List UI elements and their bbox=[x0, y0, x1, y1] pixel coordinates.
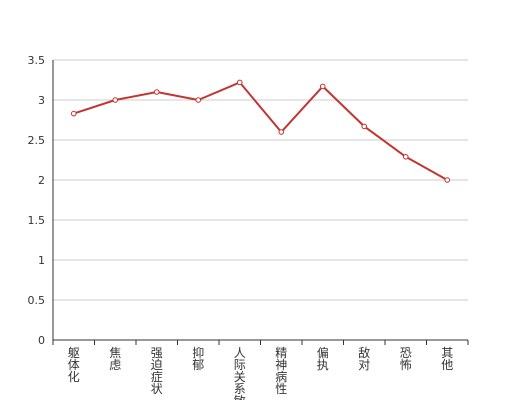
data-point bbox=[444, 177, 451, 183]
series-group bbox=[70, 79, 451, 183]
y-tick-label: 3 bbox=[38, 94, 45, 107]
x-tick-label: 人际关系敏感 bbox=[234, 346, 246, 400]
x-tick-label: 焦虑 bbox=[109, 346, 121, 372]
data-point bbox=[236, 79, 243, 86]
x-tick-label: 敌对 bbox=[358, 345, 370, 372]
data-point bbox=[70, 110, 77, 117]
data-point bbox=[402, 154, 409, 160]
data-point bbox=[195, 97, 202, 103]
x-tick-label: 恐怖 bbox=[400, 346, 412, 372]
x-tick-label: 躯体化 bbox=[68, 345, 80, 384]
data-point bbox=[361, 123, 368, 130]
grid-lines bbox=[53, 59, 468, 301]
x-tick-label: 其他 bbox=[441, 346, 453, 372]
data-point bbox=[278, 129, 285, 135]
data-point bbox=[112, 97, 119, 103]
x-tick-label: 精神病性 bbox=[275, 346, 287, 396]
y-tick-label: 0 bbox=[38, 334, 45, 347]
x-tick-label: 抑郁 bbox=[192, 345, 204, 372]
y-tick-label: 2.5 bbox=[28, 134, 46, 147]
x-tick-label: 偏执 bbox=[317, 345, 329, 372]
y-tick-label: 2 bbox=[38, 174, 45, 187]
y-tick-label: 0.5 bbox=[28, 294, 46, 307]
y-axis: 0 0.5 1 1.5 2 2.5 3 3.5 bbox=[28, 54, 54, 347]
series-line bbox=[73, 81, 448, 181]
y-tick-label: 1 bbox=[38, 254, 45, 267]
data-point bbox=[153, 89, 160, 95]
y-tick-label: 1.5 bbox=[28, 214, 46, 227]
x-axis: 躯体化 焦虑 强迫症状 抑郁 人际关系敏感 精神病性 偏执 敌对 恐怖 其他 bbox=[52, 339, 469, 400]
y-tick-label: 3.5 bbox=[28, 54, 46, 67]
data-point bbox=[319, 83, 326, 90]
x-tick-label: 强迫症状 bbox=[151, 346, 163, 396]
